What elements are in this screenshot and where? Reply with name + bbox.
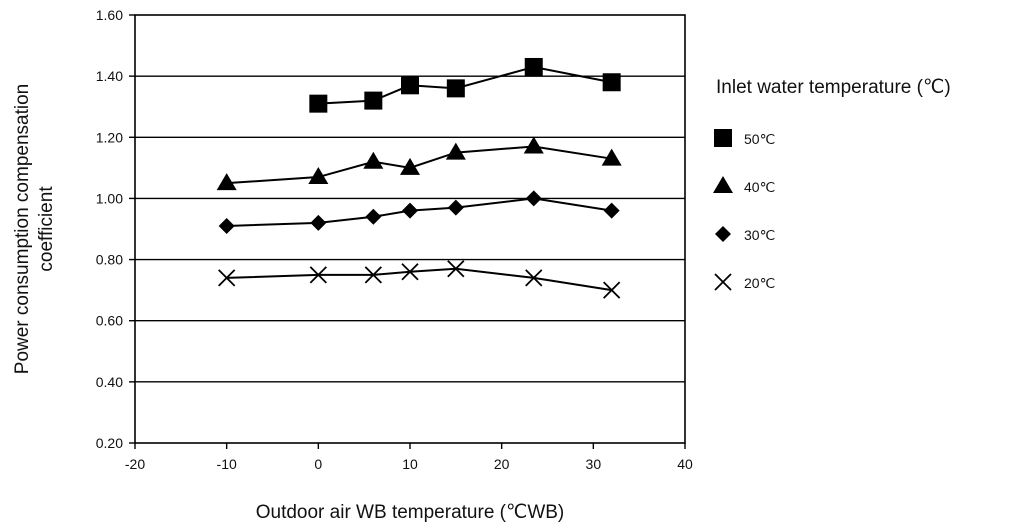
legend-title: Inlet water temperature (℃) xyxy=(716,77,951,98)
series-0-point-3 xyxy=(446,79,465,98)
series-0-point-4 xyxy=(524,57,543,76)
legend-item-0: 50℃ xyxy=(714,129,775,147)
legend-item-2: 30℃ xyxy=(715,226,775,243)
x-tick-label-1: -10 xyxy=(217,456,237,472)
series-1-point-1 xyxy=(308,167,329,185)
y-tick-label-5: 1.20 xyxy=(96,129,123,145)
y-tick-label-3: 0.80 xyxy=(96,252,123,268)
series-2 xyxy=(218,190,620,234)
y-tick-label-2: 0.60 xyxy=(96,313,123,329)
series-0 xyxy=(309,57,621,113)
x-tick-label-6: 40 xyxy=(677,456,693,472)
legend-label-2: 30℃ xyxy=(744,227,775,243)
y-axis-label: Power consumption compensation coefficien… xyxy=(12,84,57,374)
series-3-point-0 xyxy=(218,269,236,287)
legend-marker-2 xyxy=(715,226,731,242)
grid-lines xyxy=(135,75,685,383)
series-3-point-5 xyxy=(525,269,543,287)
y-tick-label-4: 1.00 xyxy=(96,190,123,206)
x-axis: -20 -10 0 10 20 30 40 xyxy=(125,443,693,472)
series-2-point-0 xyxy=(218,217,235,234)
y-tick-label-6: 1.40 xyxy=(96,68,123,84)
series-3-line xyxy=(226,267,612,292)
series-2-point-5 xyxy=(525,190,542,207)
x-tick-label-3: 10 xyxy=(402,456,418,472)
legend-label-3: 20℃ xyxy=(744,275,775,291)
x-tick-label-0: -20 xyxy=(125,456,145,472)
x-axis-label: Outdoor air WB temperature (℃WB) xyxy=(256,502,565,523)
series-1-point-3 xyxy=(400,157,420,175)
series-2-point-4 xyxy=(447,199,464,216)
series-1-point-6 xyxy=(601,148,622,166)
x-tick-label-4: 20 xyxy=(494,456,510,472)
series-0-point-1 xyxy=(364,91,383,110)
series-3-point-3 xyxy=(401,263,419,281)
series-1-point-2 xyxy=(363,151,384,169)
series-3 xyxy=(218,260,621,299)
series-1-line xyxy=(226,145,612,185)
y-axis-label-line-1: Power consumption compensation xyxy=(12,84,33,374)
x-tick-label-2: 0 xyxy=(314,456,322,472)
series-1-point-4 xyxy=(445,142,466,160)
series-1 xyxy=(216,136,622,191)
legend-label-0: 50℃ xyxy=(744,131,775,147)
x-tick-label-5: 30 xyxy=(586,456,602,472)
y-tick-label-7: 1.60 xyxy=(96,7,123,23)
series-3-point-1 xyxy=(309,266,327,284)
legend: Inlet water temperature (℃) 50℃ 40℃ 30℃ 20℃ xyxy=(713,77,951,291)
y-axis-label-line-2: coefficient xyxy=(36,186,57,272)
legend-item-1: 40℃ xyxy=(713,176,775,195)
series-3-point-4 xyxy=(447,260,465,278)
series-1-point-0 xyxy=(216,173,237,191)
series-0-point-2 xyxy=(401,76,419,95)
series-2-line xyxy=(226,197,612,227)
legend-marker-0 xyxy=(714,129,732,147)
series-2-point-3 xyxy=(402,202,418,219)
legend-marker-3 xyxy=(714,273,732,291)
series-layer xyxy=(216,57,622,299)
series-2-point-6 xyxy=(603,202,620,219)
y-tick-label-0: 0.20 xyxy=(96,435,123,451)
series-3-point-2 xyxy=(364,266,382,284)
legend-label-1: 40℃ xyxy=(744,179,775,195)
legend-item-3: 20℃ xyxy=(714,273,775,291)
y-tick-label-1: 0.40 xyxy=(96,374,123,390)
series-0-point-0 xyxy=(309,94,328,113)
series-2-point-1 xyxy=(310,214,327,231)
legend-marker-1 xyxy=(713,176,733,193)
series-0-point-5 xyxy=(602,73,621,92)
series-0-line xyxy=(318,65,612,105)
y-axis: 0.20 0.40 0.60 0.80 1.00 1.20 1.40 1.60 xyxy=(96,7,135,451)
series-2-point-2 xyxy=(365,208,382,225)
series-3-point-6 xyxy=(603,281,621,299)
series-1-point-5 xyxy=(523,136,544,154)
